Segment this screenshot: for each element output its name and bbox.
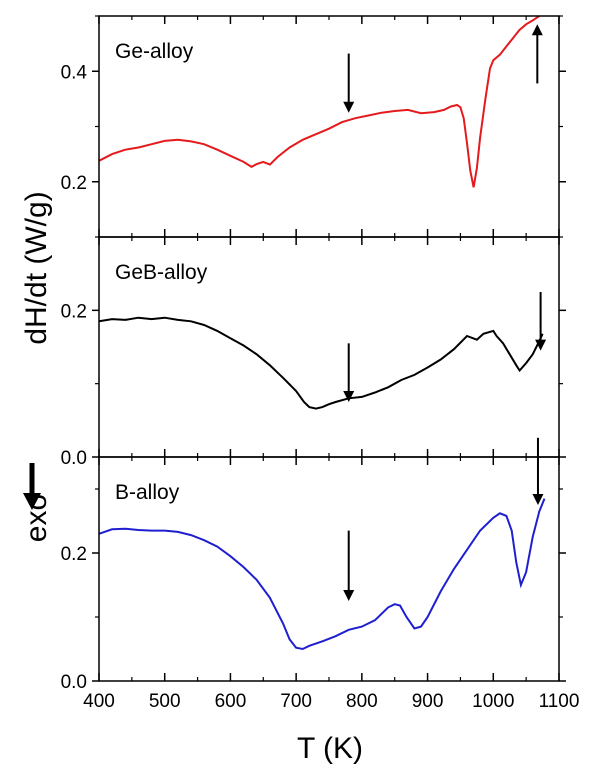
panel-ge-series-line [99, 16, 540, 188]
exo-label: exo [20, 494, 53, 542]
x-tick-label: 1100 [539, 691, 580, 712]
panel-geb-title: GeB-alloy [115, 261, 208, 284]
panel-b: 0.0 0.2 B-alloy [61, 437, 566, 693]
panel-geb: 0.0 0.2 GeB-alloy [61, 236, 566, 469]
panel-b-series-line [99, 498, 546, 651]
x-axis-label: T (K) [297, 732, 363, 765]
panel-ge-y-tick-label: 0.4 [61, 62, 88, 83]
panel-b-y-tick-label: 0.0 [61, 672, 87, 693]
panel-ge: 0.2 0.4 Ge-alloy [61, 15, 566, 238]
y-axis-label: dH/dt (W/g) [20, 191, 53, 344]
x-tick-label: 900 [412, 691, 444, 712]
exo-arrow-icon [23, 463, 41, 510]
x-tick-label: 1000 [472, 691, 514, 712]
panel-geb-y-tick-label: 0.2 [61, 301, 87, 322]
x-tick-label: 400 [83, 691, 115, 712]
panel-geb-y-tick-label: 0.0 [61, 448, 87, 469]
panel-b-y-tick-label: 0.2 [61, 544, 87, 565]
panel-b-arrow-down-icon [532, 437, 544, 505]
x-tick-label: 800 [346, 691, 378, 712]
x-axis-tick-labels: 400 500 600 700 800 900 1000 1100 [83, 691, 579, 712]
panel-ge-title: Ge-alloy [115, 40, 194, 63]
panel-geb-arrow-down-icon [535, 292, 547, 351]
panel-geb-series-line [99, 316, 544, 410]
panel-geb-arrow-down-icon [343, 343, 355, 402]
panel-b-arrow-down-icon [343, 530, 355, 601]
panel-ge-arrow-up-icon [531, 24, 543, 84]
x-tick-label: 600 [215, 691, 247, 712]
panel-ge-arrow-down-icon [343, 53, 355, 113]
panels-group: 0.2 0.4 Ge-alloy 0.0 0.2 GeB-alloy 0.0 0.2 B-all… [61, 15, 566, 693]
panel-b-title: B-alloy [115, 481, 180, 504]
x-tick-label: 500 [149, 691, 181, 712]
panel-ge-y-tick-label: 0.2 [61, 173, 87, 194]
x-tick-label: 700 [280, 691, 312, 712]
